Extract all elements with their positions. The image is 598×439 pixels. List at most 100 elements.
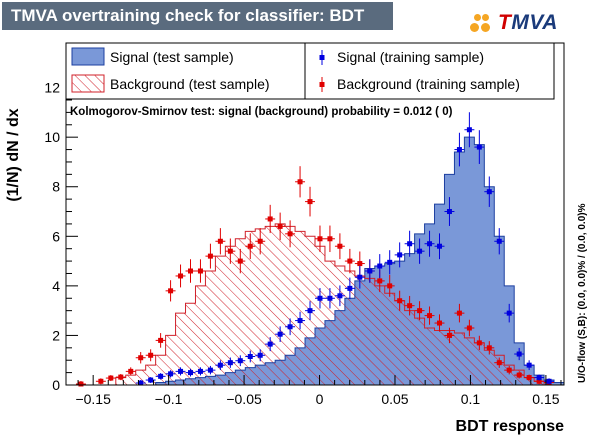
signal-training-point (454, 132, 465, 167)
background-training-point (434, 314, 445, 332)
background-training-point (125, 367, 136, 376)
signal-training-point (185, 368, 196, 377)
background-training-point (394, 290, 405, 311)
background-training-point (305, 186, 315, 217)
signal-training-point (165, 370, 176, 378)
signal-training-point (205, 365, 216, 375)
signal-training-point (494, 228, 505, 255)
background-training-point (155, 333, 166, 348)
background-training-point (275, 212, 286, 241)
background-training-point (145, 349, 156, 362)
background-training-point (504, 365, 515, 375)
signal-training-point (534, 374, 545, 381)
y-tick-label: 6 (52, 228, 60, 244)
background-training-point (255, 228, 266, 255)
tmva-logo: TMVA (470, 10, 590, 36)
background-training-point (384, 274, 395, 297)
background-training-point (265, 204, 276, 234)
signal-training-point (514, 347, 525, 361)
background-training-point (334, 233, 345, 260)
background-training-point (115, 373, 126, 381)
x-axis-label: BDT response (456, 418, 565, 435)
signal-training-point (344, 277, 355, 300)
legend-signal-train-marker (319, 55, 325, 60)
signal-training-point (175, 367, 186, 376)
background-training-point (474, 335, 485, 350)
signal-training-point (135, 380, 146, 386)
signal-training-point (384, 250, 395, 275)
y-tick-label: 8 (52, 179, 60, 195)
background-training-point (195, 259, 206, 283)
signal-training-point (235, 355, 246, 367)
background-training-point (344, 248, 355, 274)
background-training-point (295, 166, 306, 198)
signal-training-point (464, 112, 475, 148)
signal-training-point (524, 360, 535, 371)
background-training-point (175, 264, 186, 288)
background-training-point (135, 352, 146, 364)
background-training-point (524, 374, 535, 381)
background-training-point (185, 259, 196, 283)
signal-training-point (305, 301, 315, 321)
signal-training-point (394, 242, 405, 268)
signal-test-histogram-line (66, 136, 564, 385)
signal-training-point (424, 230, 435, 257)
signal-training-point (324, 288, 335, 309)
background-training-point (75, 381, 86, 387)
legend-signal-test-swatch (71, 47, 105, 66)
signal-training-point (225, 357, 236, 368)
marker-layer (75, 112, 555, 387)
legend-background-train-marker (319, 82, 325, 87)
x-tick-label: 0.1 (461, 391, 481, 407)
signal-training-point (374, 254, 385, 278)
signal-training-point (484, 176, 495, 207)
signal-training-point (265, 337, 276, 352)
plot-title: TMVA overtraining check for classifier: … (2, 2, 393, 30)
background-training-point (514, 371, 525, 379)
background-training-point (285, 220, 296, 248)
background-training-point (165, 280, 176, 302)
signal-training-point (364, 259, 375, 283)
signal-training-point (354, 265, 365, 289)
signal-training-point (245, 350, 256, 363)
legend-background-test-label: Background (test sample) (110, 76, 270, 92)
y-tick-label: 12 (44, 80, 60, 96)
legend-signal-train-label: Signal (training sample) (337, 49, 484, 65)
background-training-point (424, 306, 435, 325)
background-training-point (95, 378, 106, 385)
logo-dot-icon (481, 23, 490, 32)
legend-background-test-swatch (71, 74, 105, 93)
signal-training-point (334, 285, 345, 307)
ks-test-text: Kolmogorov-Smirnov test: signal (backgro… (70, 106, 453, 118)
x-tick-label: 0.15 (532, 391, 559, 407)
signal-training-point (295, 311, 306, 330)
signal-training-point (414, 238, 425, 264)
background-training-point (205, 243, 216, 269)
background-training-point (414, 301, 425, 321)
background-training-point (464, 319, 475, 337)
signal-training-point (285, 318, 296, 336)
y-tick-label: 0 (52, 377, 60, 393)
x-tick-label: 0 (316, 391, 324, 407)
logo-dot-icon (470, 23, 479, 32)
background-training-point (494, 357, 505, 368)
signal-training-point (404, 230, 415, 257)
legend: Signal (test sample) Background (test sa… (65, 42, 555, 100)
signal-training-point (255, 349, 266, 362)
signal-training-point (155, 373, 166, 380)
y-tick-label: 2 (52, 327, 60, 343)
background-training-point (235, 248, 246, 274)
background-training-point (484, 341, 495, 355)
background-training-point (315, 225, 325, 253)
background-training-point (454, 303, 465, 323)
signal-training-point (474, 130, 485, 164)
legend-box (65, 42, 555, 100)
background-test-histogram-fill (66, 223, 564, 385)
signal-training-point (434, 233, 445, 260)
background-training-point (324, 225, 335, 253)
signal-training-point (504, 303, 515, 323)
signal-training-point (215, 360, 226, 371)
background-training-point (444, 327, 455, 344)
signal-training-point (444, 197, 455, 226)
